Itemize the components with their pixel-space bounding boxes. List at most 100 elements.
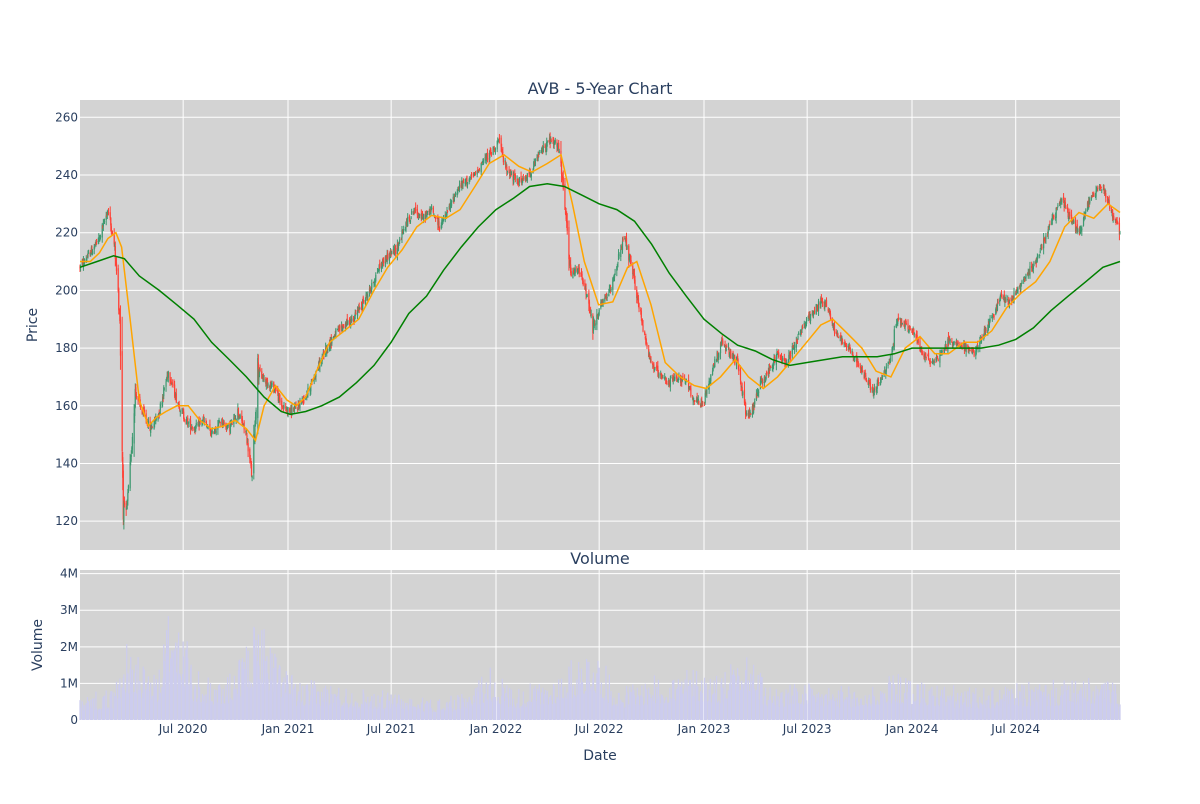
candle-body <box>1118 223 1121 235</box>
candle-body <box>130 458 132 463</box>
volume-y-tick-label: 0 <box>70 713 78 727</box>
candle-body <box>849 344 851 349</box>
candle-body <box>877 379 879 384</box>
volume-bar <box>1078 690 1081 720</box>
candle-body <box>1007 301 1009 306</box>
volume-bar <box>1101 684 1103 720</box>
candle-body <box>274 387 277 391</box>
candle-body <box>1119 233 1121 235</box>
candle-body <box>653 369 656 371</box>
candle-body <box>829 313 832 320</box>
candle-body <box>554 140 556 143</box>
candle-body <box>774 356 776 363</box>
volume-bar <box>977 708 979 720</box>
candle-body <box>89 252 91 256</box>
candle-body <box>820 297 822 308</box>
long-moving-average-line <box>79 182 1121 416</box>
price-y-tick-label: 120 <box>55 514 78 528</box>
volume-bar <box>498 703 501 720</box>
volume-bar <box>261 630 263 720</box>
candle-body <box>749 411 751 415</box>
candle-body <box>566 217 568 223</box>
candle-body <box>972 348 974 352</box>
candle-body <box>137 396 139 401</box>
candle-body <box>829 312 831 314</box>
candle-body <box>668 380 670 385</box>
candle-body <box>194 430 196 432</box>
candle-body <box>801 327 804 329</box>
volume-bar <box>550 700 552 720</box>
candle-body <box>1005 298 1007 301</box>
candle-body <box>494 148 497 150</box>
candle-body <box>550 140 552 142</box>
volume-bar <box>893 684 895 720</box>
candle-body <box>110 226 112 233</box>
candle-body <box>727 348 730 350</box>
volume-bar <box>482 702 485 720</box>
candle-body <box>891 348 893 356</box>
candle-body <box>1104 188 1106 193</box>
candle-body <box>897 317 899 320</box>
candle-body <box>91 251 94 255</box>
volume-bar <box>1021 684 1023 720</box>
candle-body <box>263 378 265 380</box>
candle-body <box>534 158 536 166</box>
volume-bar <box>514 707 516 720</box>
candle-body <box>620 249 622 258</box>
candle-body <box>466 175 468 184</box>
candle-body <box>981 336 983 338</box>
volume-bar <box>857 706 860 720</box>
candle-body <box>701 400 703 404</box>
candle-body <box>229 424 232 434</box>
candle-body <box>921 349 923 353</box>
volume-bar <box>610 691 612 720</box>
candle-body <box>889 357 891 363</box>
candle-body <box>905 319 907 324</box>
candle-body <box>1074 220 1077 232</box>
candle-body <box>514 174 516 176</box>
candle-body <box>1098 186 1101 189</box>
candle-body <box>364 298 367 305</box>
volume-bar <box>195 701 197 720</box>
candle-body <box>111 233 114 235</box>
volume-bar <box>999 689 1001 720</box>
volume-bar <box>598 667 600 720</box>
candle-body <box>193 428 195 430</box>
volume-bar <box>506 697 508 720</box>
candle-body <box>969 349 971 351</box>
candle-body <box>872 387 874 390</box>
price-y-tick-label: 240 <box>55 168 78 182</box>
candle-body <box>1039 250 1041 253</box>
volume-bar <box>654 703 656 720</box>
volume-bar <box>1013 704 1015 720</box>
candle-body <box>383 261 385 263</box>
candle-body <box>257 362 259 380</box>
candle-body <box>768 368 770 374</box>
candle-body <box>107 212 110 214</box>
candle-body <box>342 326 344 331</box>
volume-bar <box>509 687 511 720</box>
volume-bar <box>901 702 903 720</box>
candle-body <box>286 408 288 410</box>
candle-body <box>378 265 380 272</box>
candle-body <box>644 331 646 336</box>
candle-body <box>490 150 492 152</box>
volume-bar <box>715 675 718 720</box>
volume-bar <box>238 659 241 720</box>
candle-body <box>1070 214 1073 223</box>
volume-bar <box>183 686 185 720</box>
candle-body <box>82 260 85 267</box>
volume-bar <box>466 702 469 720</box>
candle-body <box>995 307 997 311</box>
date-x-tick-label: Jul 2021 <box>366 722 416 736</box>
volume-bar <box>1029 706 1031 720</box>
volume-bar <box>380 696 383 720</box>
volume-bar <box>1068 685 1070 720</box>
candle-body <box>885 366 887 372</box>
candle-body <box>1016 289 1018 291</box>
candle-body <box>796 341 799 343</box>
candle-body <box>927 352 930 359</box>
candle-body <box>477 171 479 173</box>
candle-body <box>573 270 575 275</box>
candle-body <box>254 424 256 442</box>
